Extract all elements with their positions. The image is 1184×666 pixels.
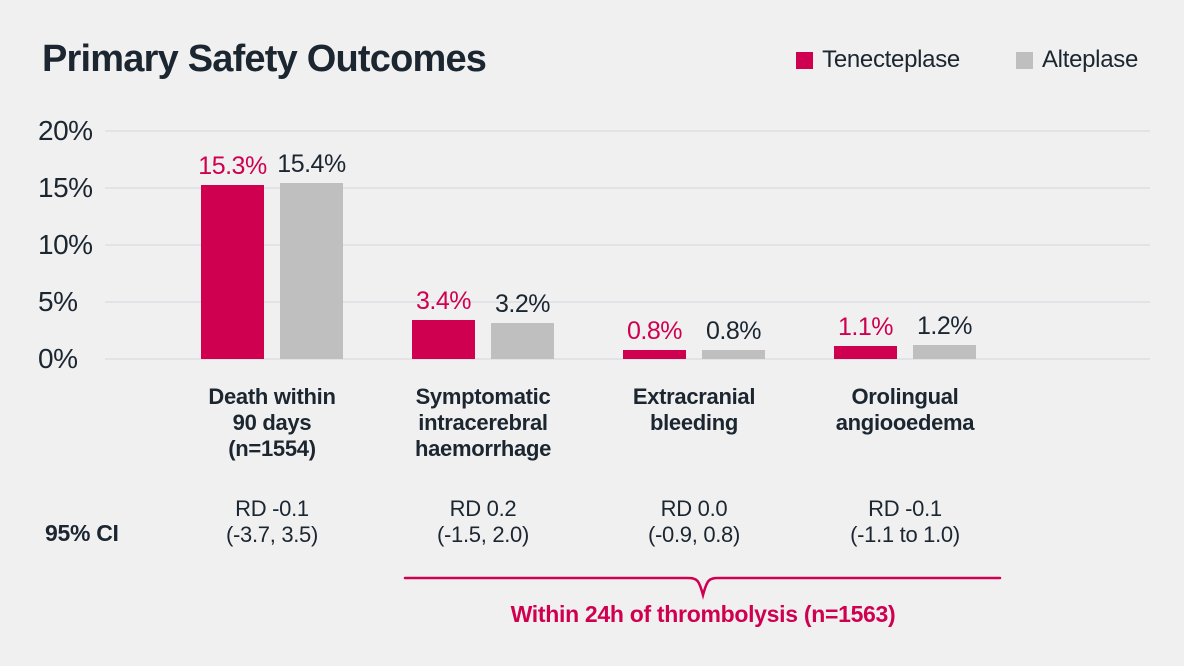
ci-value: RD 0.2 (-1.5, 2.0)	[368, 496, 598, 548]
bar-alteplase	[702, 350, 765, 359]
bar-value-label: 15.4%	[277, 150, 346, 178]
ci-value-line: (-0.9, 0.8)	[647, 522, 741, 547]
bar-value-label: 15.3%	[198, 152, 267, 180]
ci-value-line: RD 0.2	[449, 496, 517, 521]
category-label-line: intracerebral	[418, 410, 548, 435]
category-label-line: bleeding	[649, 410, 739, 435]
bar-alteplase	[913, 345, 976, 359]
bracket-label: Within 24h of thrombolysis (n=1563)	[510, 601, 896, 627]
category-label: Extracranial bleeding	[579, 384, 809, 436]
category-label: Symptomatic intracerebral haemorrhage	[368, 384, 598, 462]
bracket-brace-path	[403, 576, 1002, 600]
y-axis-tick-label: 20%	[38, 115, 93, 146]
category-label-line: angiooedema	[835, 410, 975, 435]
bar-tenecteplase	[201, 185, 264, 359]
bar-alteplase	[491, 323, 554, 359]
bar-alteplase	[280, 183, 343, 359]
ci-row-label: 95% CI	[45, 520, 119, 546]
category-label-line: (n=1554)	[228, 436, 316, 461]
ci-value: RD -0.1 (-1.1 to 1.0)	[790, 496, 1020, 548]
bar-value-label: 3.2%	[495, 290, 550, 318]
ci-value-line: (-1.5, 2.0)	[436, 522, 530, 547]
grid-line	[105, 130, 1150, 132]
tenecteplase-swatch-icon	[796, 51, 814, 69]
y-axis-tick-label: 15%	[38, 172, 93, 203]
category-label-line: haemorrhage	[414, 436, 552, 461]
chart-title: Primary Safety Outcomes	[42, 38, 487, 80]
category-label-line: Death within	[208, 384, 336, 409]
ci-value-line: RD 0.0	[660, 496, 728, 521]
y-axis-tick-label: 5%	[38, 286, 78, 317]
y-axis-tick-label: 10%	[38, 229, 93, 260]
ci-value-line: (-3.7, 3.5)	[225, 522, 319, 547]
bar-tenecteplase	[412, 320, 475, 359]
grid-line	[105, 187, 1150, 189]
bar-value-label: 3.4%	[416, 287, 471, 315]
bar-tenecteplase	[623, 350, 686, 359]
bar-value-label: 0.8%	[706, 317, 761, 345]
ci-value: RD -0.1 (-3.7, 3.5)	[157, 496, 387, 548]
category-label-line: 90 days	[232, 410, 312, 435]
category-label: Death within 90 days (n=1554)	[157, 384, 387, 462]
grid-line	[105, 301, 1150, 303]
bar-value-label: 1.2%	[917, 312, 972, 340]
alteplase-swatch-icon	[1015, 51, 1033, 69]
ci-value: RD 0.0 (-0.9, 0.8)	[579, 496, 809, 548]
ci-value-line: (-1.1 to 1.0)	[850, 522, 960, 547]
category-label-line: Orolingual	[851, 384, 959, 409]
legend-item-tenecteplase: Tenecteplase	[796, 46, 960, 74]
bar-tenecteplase	[834, 346, 897, 359]
bar-value-label: 0.8%	[627, 317, 682, 345]
ci-value-line: RD -0.1	[868, 496, 942, 521]
legend-label-tenecteplase: Tenecteplase	[822, 46, 960, 73]
grid-line	[105, 244, 1150, 246]
category-label-line: Symptomatic	[415, 384, 551, 409]
legend-item-alteplase: Alteplase	[1015, 46, 1138, 74]
ci-value-line: RD -0.1	[235, 496, 309, 521]
legend: Tenecteplase Alteplase	[796, 46, 1138, 74]
category-label-line: Extracranial	[632, 384, 756, 409]
y-axis-tick-label: 0%	[38, 343, 78, 374]
category-label: Orolingual angiooedema	[790, 384, 1020, 436]
bar-value-label: 1.1%	[838, 313, 893, 341]
grid-line	[105, 358, 1150, 360]
legend-label-alteplase: Alteplase	[1041, 46, 1138, 73]
